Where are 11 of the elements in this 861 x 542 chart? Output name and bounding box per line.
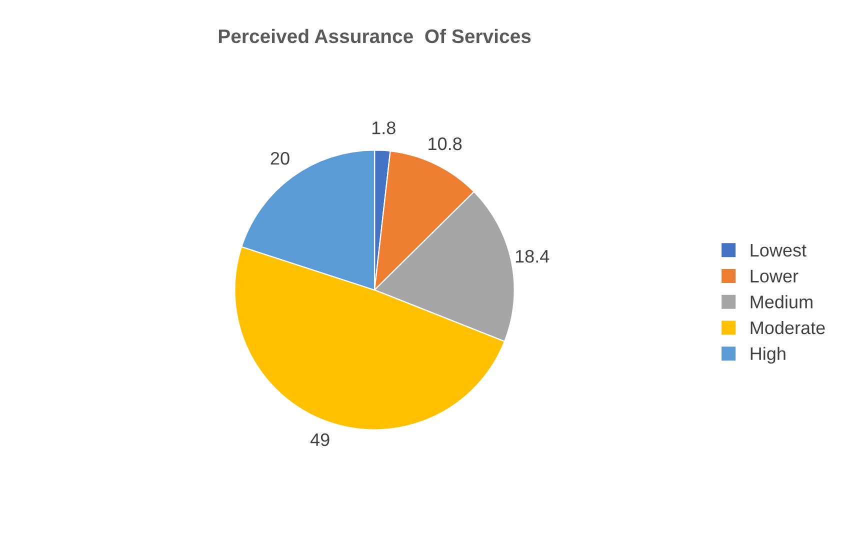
data-label: 18.4	[516, 250, 550, 263]
legend-label: High	[750, 346, 786, 364]
legend-label: Lowest	[750, 244, 806, 257]
legend-label: Lower	[750, 270, 798, 283]
legend-label: Medium	[750, 295, 812, 308]
legend-label: Moderate	[750, 320, 825, 334]
data-label: 20	[270, 152, 290, 165]
data-label: 49	[310, 433, 330, 446]
data-label: 10.8	[428, 137, 462, 150]
data-label: 1.8	[372, 121, 396, 134]
chart-title: Perceived Assurance Of Services	[218, 28, 531, 44]
